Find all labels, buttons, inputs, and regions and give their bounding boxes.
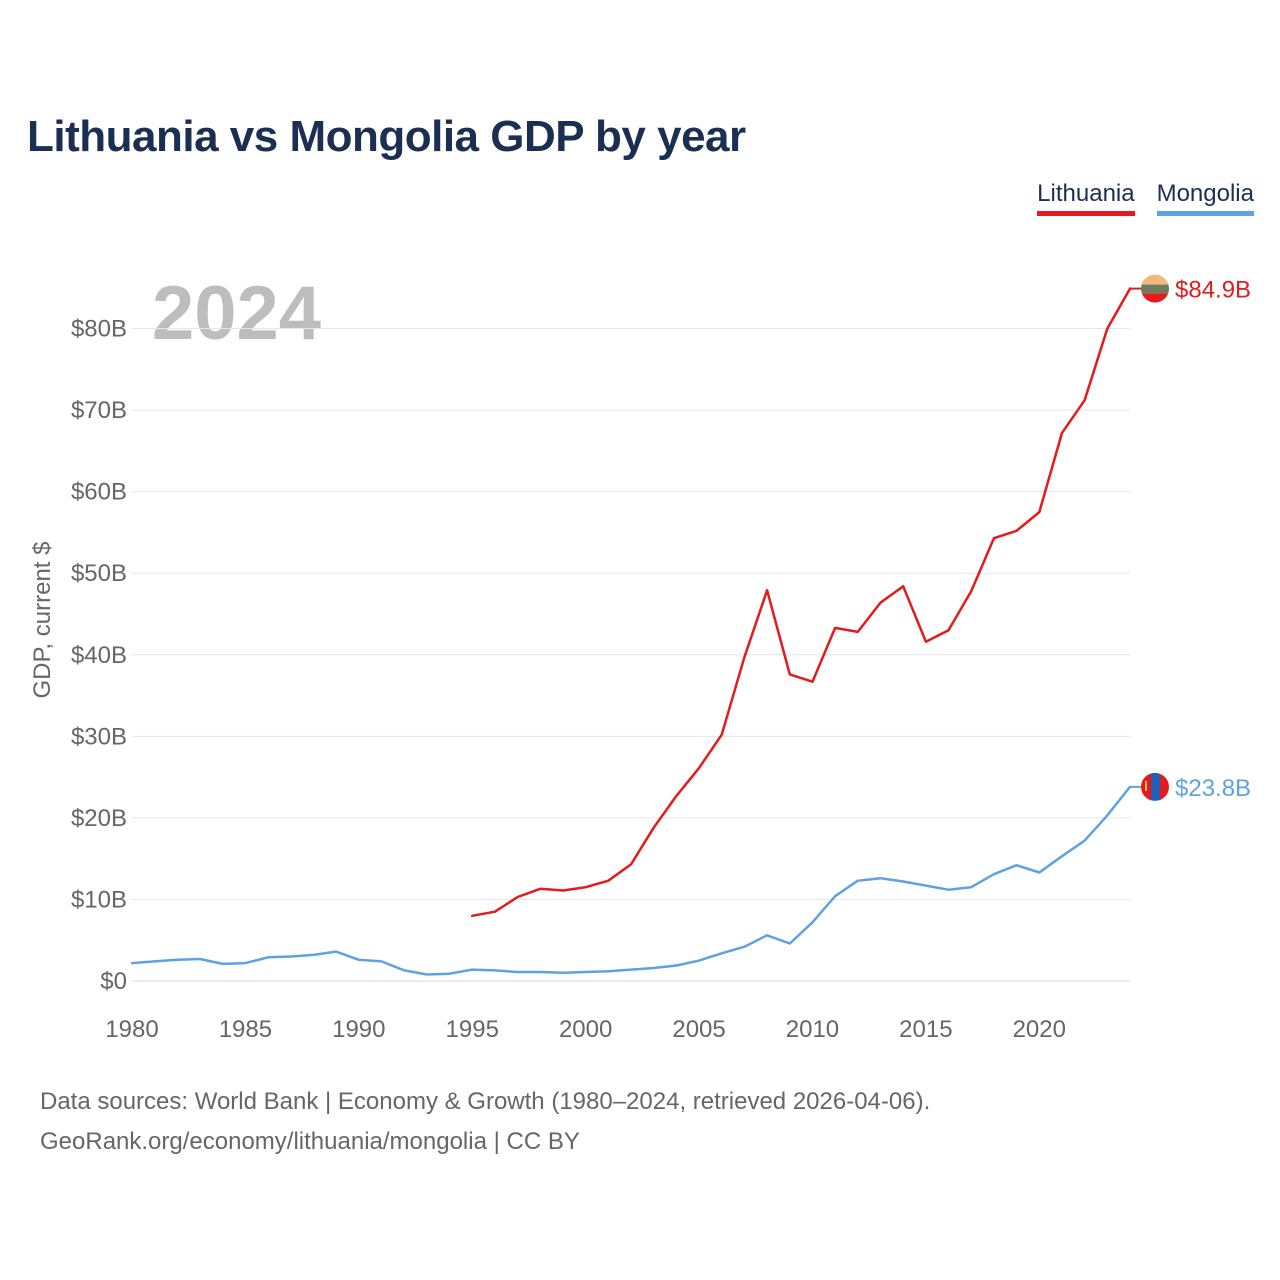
footer-sources: Data sources: World Bank | Economy & Gro… bbox=[40, 1088, 931, 1115]
x-tick-label: 2020 bbox=[1013, 1016, 1066, 1043]
y-tick-label: $20B bbox=[71, 805, 127, 832]
y-tick-label: $0 bbox=[100, 968, 127, 995]
end-value-label-mongolia: $23.8B bbox=[1175, 775, 1251, 802]
legend-item-mongolia[interactable]: Mongolia bbox=[1156, 180, 1254, 216]
y-axis: $0 $10B $20B $30B $40B $50B $60B $70B $80B bbox=[71, 316, 127, 995]
x-tick-label: 1995 bbox=[446, 1016, 499, 1043]
y-tick-label: $10B bbox=[71, 886, 127, 913]
end-markers: $84.9B $23.8B bbox=[1130, 274, 1251, 802]
x-tick-label: 1980 bbox=[105, 1016, 158, 1043]
x-tick-label: 1990 bbox=[332, 1016, 385, 1043]
flag-icon-lithuania bbox=[1141, 274, 1169, 303]
chart-title: Lithuania vs Mongolia GDP by year bbox=[27, 112, 746, 161]
x-tick-label: 2005 bbox=[672, 1016, 725, 1043]
x-tick-label: 1985 bbox=[219, 1016, 272, 1043]
flag-icon-mongolia bbox=[1141, 772, 1169, 801]
y-tick-label: $80B bbox=[71, 316, 127, 343]
y-tick-label: $40B bbox=[71, 642, 127, 669]
y-axis-label: GDP, current $ bbox=[29, 542, 56, 699]
x-axis: 1980 1985 1990 1995 2000 2005 2010 2015 2020 bbox=[105, 1016, 1066, 1043]
series-lines bbox=[130, 287, 1132, 976]
end-value-label-lithuania: $84.9B bbox=[1175, 277, 1251, 304]
legend-item-lithuania[interactable]: Lithuania bbox=[1037, 180, 1135, 216]
gridlines bbox=[132, 328, 1130, 982]
x-tick-label: 2010 bbox=[786, 1016, 839, 1043]
footer: Data sources: World Bank | Economy & Gro… bbox=[40, 1082, 930, 1162]
series-line-lithuania bbox=[470, 287, 1132, 918]
x-tick-label: 2000 bbox=[559, 1016, 612, 1043]
y-tick-label: $50B bbox=[71, 560, 127, 587]
series-line-mongolia bbox=[130, 785, 1132, 976]
x-tick-label: 2015 bbox=[899, 1016, 952, 1043]
y-tick-label: $70B bbox=[71, 397, 127, 424]
y-tick-label: $60B bbox=[71, 479, 127, 506]
footer-credit: GeoRank.org/economy/lithuania/mongolia |… bbox=[40, 1128, 580, 1155]
year-watermark: 2024 bbox=[152, 271, 322, 356]
legend: Lithuania Mongolia bbox=[1037, 180, 1254, 216]
y-tick-label: $30B bbox=[71, 723, 127, 750]
